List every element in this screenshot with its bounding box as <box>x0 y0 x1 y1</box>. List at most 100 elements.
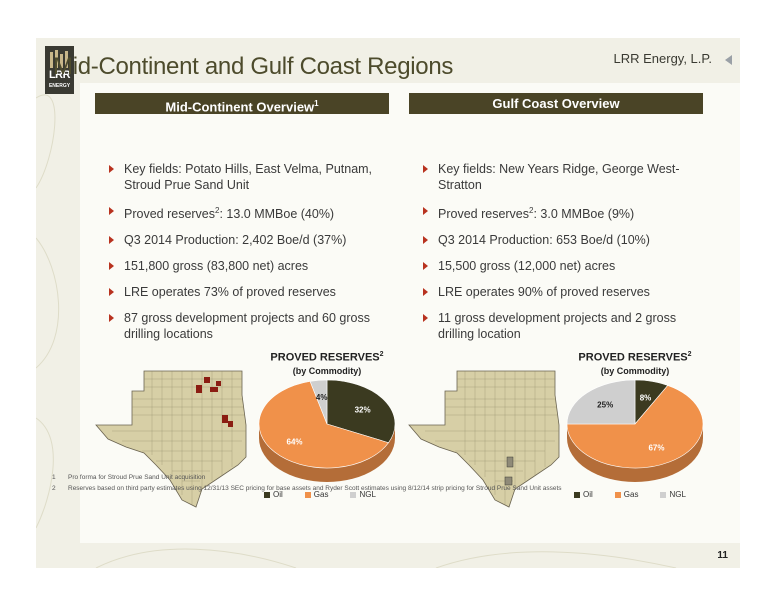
bullet-text: Key fields: Potato Hills, East Velma, Pu… <box>124 162 373 192</box>
pie-label-oil: 32% <box>355 405 371 414</box>
footnote-text: Reserves based on third party estimates … <box>68 485 562 492</box>
footnote-marker: 2 <box>215 206 220 215</box>
right-chart-title-sup: 2 <box>687 351 692 358</box>
legend-item-ngl: NGL <box>350 490 376 499</box>
right-chart-title-text: PROVED RESERVES <box>578 351 688 364</box>
bullet-text: Q3 2014 Production: 2,402 Boe/d (37%) <box>124 233 347 248</box>
pie-label-gas: 64% <box>287 437 303 446</box>
bullet-arrow-icon <box>423 288 428 297</box>
pie-slice-ngl <box>309 379 328 425</box>
gulf-coast-heading: Gulf Coast Overview <box>409 93 703 114</box>
bullet-text: 15,500 gross (12,000 net) acres <box>438 259 616 274</box>
right-chart-subtitle: (by Commodity) <box>600 366 670 376</box>
pie-label-ngl: 25% <box>597 401 613 410</box>
mid-continent-heading: Mid-Continent Overview1 <box>95 93 389 114</box>
bullet-text-cont: : 13.0 MMBoe (40%) <box>219 207 335 222</box>
legend-label: Oil <box>273 490 283 499</box>
gulf-coast-bullets: Key fields: New Years Ridge, George West… <box>423 161 688 342</box>
bullet-text: Q3 2014 Production: 653 Boe/d (10%) <box>438 233 650 248</box>
mid-continent-bullets: Key fields: Potato Hills, East Velma, Pu… <box>109 161 374 342</box>
bullet-item: Q3 2014 Production: 2,402 Boe/d (37%) <box>109 232 374 248</box>
footnote-marker: 2 <box>529 206 534 215</box>
gulf-coast-asset-markers <box>504 456 514 486</box>
bullet-arrow-icon <box>109 207 114 215</box>
right-chart-legend: Oil Gas NGL <box>574 490 708 499</box>
bullet-arrow-icon <box>423 262 428 271</box>
legend-item-gas: Gas <box>614 490 639 499</box>
right-pie-chart: 8% 67% 25% <box>566 379 704 482</box>
bullet-text: LRE operates 90% of proved reserves <box>438 285 650 300</box>
legend-swatch <box>350 491 357 498</box>
texas-oklahoma-outline-gulf <box>408 370 560 508</box>
mid-continent-heading-text: Mid-Continent Overview <box>165 99 315 115</box>
logo-mark-icon <box>50 50 68 68</box>
bullet-arrow-icon <box>109 165 114 173</box>
mid-continent-asset-markers <box>196 377 233 427</box>
footnotes: 1 Pro forma for Stroud Prue Sand Unit acq… <box>52 472 562 494</box>
pie-label-gas: 67% <box>648 443 664 452</box>
bullet-arrow-icon <box>109 288 114 297</box>
bullet-text: Key fields: New Years Ridge, George West… <box>438 162 680 192</box>
bullet-item: Key fields: Potato Hills, East Velma, Pu… <box>109 161 374 193</box>
bullet-item: Q3 2014 Production: 653 Boe/d (10%) <box>423 232 688 248</box>
legend-swatch <box>304 491 311 498</box>
legend-item-oil: Oil <box>574 490 593 499</box>
bullet-arrow-icon <box>423 165 428 173</box>
bullet-text: 11 gross development projects and 2 gros… <box>438 311 677 342</box>
page-number: 11 <box>717 550 728 561</box>
bullet-arrow-icon <box>423 207 428 215</box>
bullet-item: 151,800 gross (83,800 net) acres <box>109 258 374 274</box>
legend-label: NGL <box>669 490 686 499</box>
bullet-text-cont: : 3.0 MMBoe (9%) <box>533 207 635 222</box>
legend-swatch <box>660 491 667 498</box>
legend-label: NGL <box>359 490 376 499</box>
bullet-arrow-icon <box>423 314 428 323</box>
company-logo: LRR ENERGY <box>45 46 74 94</box>
legend-label: Gas <box>313 490 329 499</box>
company-name: LRR Energy, L.P. <box>613 51 712 66</box>
pie-label-oil: 8% <box>640 394 652 403</box>
left-pie-chart: 32% 64% 4% <box>258 379 396 482</box>
left-chart-legend: Oil Gas NGL <box>264 490 398 499</box>
legend-label: Oil <box>583 490 593 499</box>
logo-subtext: ENERGY <box>48 83 71 89</box>
bullet-arrow-icon <box>109 236 114 245</box>
bullet-arrow-icon <box>109 314 114 323</box>
left-arrow-icon <box>725 55 732 65</box>
bullet-item: 15,500 gross (12,000 net) acres <box>423 258 688 274</box>
bullet-item: 87 gross development projects and 60 gro… <box>109 310 374 342</box>
pie-label-ngl: 4% <box>316 393 328 402</box>
pie-slice-gas <box>566 385 704 469</box>
footnote-number: 2 <box>52 485 56 492</box>
footnote-text: Pro forma for Stroud Prue Sand Unit acqu… <box>68 474 206 481</box>
left-chart-title-sup: 2 <box>379 351 384 358</box>
bullet-arrow-icon <box>109 262 114 271</box>
bullet-item: Proved reserves2: 3.0 MMBoe (9%) <box>423 203 688 222</box>
bullet-text: 87 gross development projects and 60 gro… <box>124 311 370 342</box>
gulf-coast-map <box>408 370 560 508</box>
left-chart-subtitle: (by Commodity) <box>292 366 362 376</box>
bullet-item: Proved reserves2: 13.0 MMBoe (40%) <box>109 203 374 222</box>
legend-item-gas: Gas <box>304 490 329 499</box>
legend-swatch <box>264 491 270 498</box>
page-title: Mid-Continent and Gulf Coast Regions <box>53 53 454 80</box>
left-chart-title: PROVED RESERVES2 <box>262 351 392 364</box>
left-chart-title-text: PROVED RESERVES <box>270 351 380 364</box>
bullet-arrow-icon <box>423 236 428 245</box>
bullet-item: 11 gross development projects and 2 gros… <box>423 310 688 342</box>
bullet-text: Proved reserves <box>124 207 216 222</box>
bullet-item: Key fields: New Years Ridge, George West… <box>423 161 688 193</box>
pie-slice-gas <box>258 381 390 469</box>
footnote: 1 Pro forma for Stroud Prue Sand Unit acq… <box>52 472 562 483</box>
pie-slice-ngl <box>566 379 636 425</box>
legend-label: Gas <box>623 490 639 499</box>
logo-text: LRR <box>48 69 71 81</box>
footnote-number: 1 <box>52 474 56 481</box>
heading-footnote-marker: 1 <box>314 99 319 108</box>
bullet-text: Proved reserves <box>438 207 530 222</box>
right-chart-title: PROVED RESERVES2 <box>570 351 700 364</box>
bullet-item: LRE operates 90% of proved reserves <box>423 284 688 300</box>
legend-swatch <box>614 491 621 498</box>
footnote: 2 Reserves based on third party estimates… <box>52 483 562 494</box>
bullet-item: LRE operates 73% of proved reserves <box>109 284 374 300</box>
